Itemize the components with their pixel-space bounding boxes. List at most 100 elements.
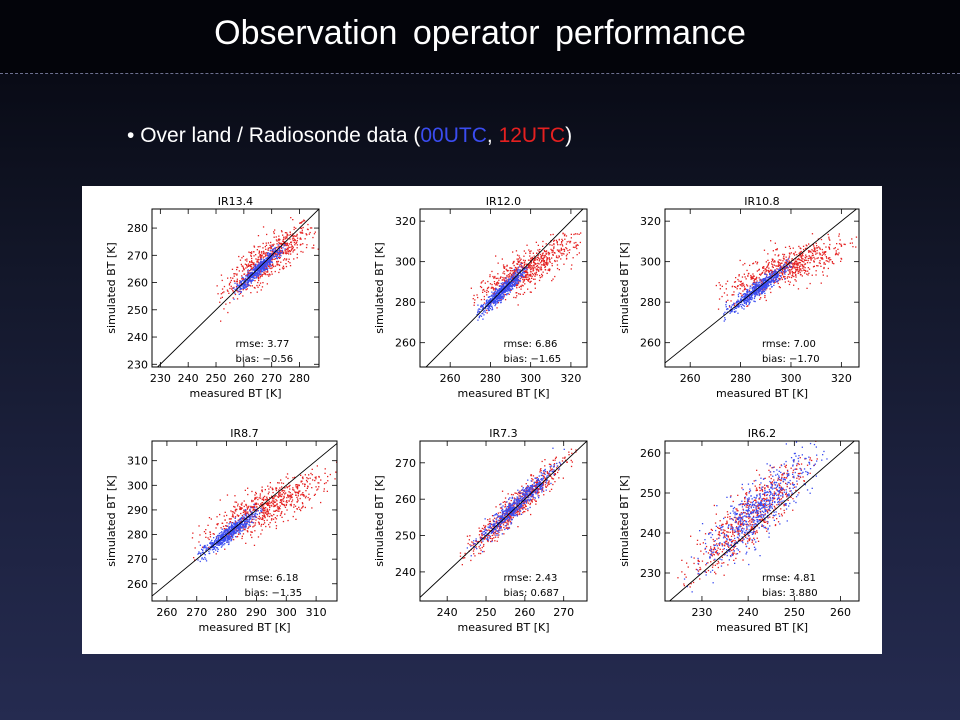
data-point-00utc	[770, 280, 773, 282]
data-point-00utc	[521, 274, 523, 276]
data-point-00utc	[516, 273, 518, 275]
data-point-00utc	[511, 285, 514, 287]
data-point-12utc	[254, 524, 256, 526]
data-point-00utc	[743, 300, 745, 302]
data-point-12utc	[292, 489, 294, 491]
data-point-12utc	[292, 246, 294, 248]
data-point-12utc	[502, 264, 505, 266]
data-point-12utc	[255, 519, 257, 521]
data-point-00utc	[766, 277, 768, 279]
data-point-12utc	[289, 238, 291, 240]
data-point-12utc	[205, 536, 207, 538]
data-point-12utc	[300, 494, 302, 496]
data-point-00utc	[243, 286, 245, 288]
data-point-00utc	[506, 287, 508, 289]
data-point-00utc	[482, 306, 485, 308]
data-point-12utc	[489, 275, 491, 278]
data-point-00utc	[218, 541, 220, 543]
data-point-12utc	[258, 522, 260, 524]
data-point-12utc	[502, 272, 504, 274]
data-point-00utc	[245, 524, 247, 526]
data-point-12utc	[269, 244, 271, 246]
data-point-12utc	[273, 232, 275, 235]
data-point-12utc	[286, 509, 288, 511]
data-point-12utc	[788, 255, 791, 257]
data-point-12utc	[301, 502, 304, 504]
data-point-12utc	[303, 495, 305, 497]
data-point-12utc	[288, 253, 290, 255]
data-point-00utc	[253, 267, 255, 269]
data-point-12utc	[731, 294, 733, 296]
data-point-00utc	[744, 294, 746, 296]
data-point-00utc	[775, 271, 777, 274]
data-point-00utc	[749, 287, 751, 289]
data-point-12utc	[539, 248, 541, 251]
data-point-12utc	[258, 523, 260, 525]
data-point-12utc	[781, 269, 784, 271]
data-point-12utc	[233, 280, 235, 282]
data-point-12utc	[228, 292, 230, 294]
data-point-12utc	[789, 266, 791, 268]
data-point-00utc	[510, 283, 512, 285]
data-point-12utc	[747, 305, 749, 307]
data-point-00utc	[745, 296, 747, 298]
data-point-00utc	[234, 531, 236, 533]
data-point-12utc	[300, 480, 302, 482]
data-point-12utc	[796, 263, 799, 265]
data-point-00utc	[504, 282, 507, 284]
data-point-12utc	[280, 261, 282, 263]
data-point-00utc	[234, 524, 237, 526]
data-point-00utc	[274, 249, 276, 252]
data-point-12utc	[551, 262, 553, 265]
data-point-12utc	[763, 266, 765, 268]
data-point-00utc	[762, 289, 764, 291]
data-point-00utc	[206, 547, 208, 549]
data-point-12utc	[293, 241, 295, 244]
data-point-12utc	[239, 290, 241, 292]
data-point-12utc	[273, 505, 275, 508]
data-point-00utc	[477, 309, 479, 311]
data-point-12utc	[313, 244, 315, 246]
data-point-12utc	[750, 278, 752, 280]
data-point-00utc	[494, 304, 496, 307]
data-point-12utc	[250, 252, 253, 254]
data-point-12utc	[263, 514, 265, 516]
data-point-12utc	[285, 244, 287, 247]
data-point-00utc	[243, 279, 245, 281]
data-point-12utc	[323, 482, 326, 485]
scatter-points	[191, 461, 337, 563]
data-point-00utc	[491, 305, 493, 307]
data-point-00utc	[248, 524, 250, 526]
data-point-00utc	[516, 282, 519, 284]
data-point-00utc	[490, 298, 492, 300]
data-point-12utc	[243, 511, 245, 513]
data-point-00utc	[517, 279, 519, 281]
y-tick-label: 300	[395, 256, 416, 269]
data-point-12utc	[515, 250, 518, 252]
data-point-12utc	[577, 244, 579, 246]
data-point-12utc	[802, 258, 804, 260]
data-point-00utc	[216, 547, 219, 549]
data-point-00utc	[501, 285, 503, 287]
data-point-12utc	[523, 270, 525, 272]
data-point-00utc	[242, 286, 245, 289]
data-point-12utc	[275, 253, 278, 255]
data-point-00utc	[258, 272, 260, 275]
data-point-12utc	[751, 284, 753, 286]
data-point-12utc	[272, 491, 274, 494]
data-point-00utc	[738, 292, 740, 294]
data-point-00utc	[220, 539, 223, 541]
data-point-12utc	[783, 268, 785, 270]
data-point-12utc	[254, 522, 257, 524]
data-point-12utc	[300, 227, 302, 229]
data-point-12utc	[220, 293, 222, 295]
data-point-12utc	[241, 537, 243, 540]
data-point-00utc	[251, 514, 253, 516]
data-point-00utc	[761, 292, 763, 295]
data-point-12utc	[326, 490, 328, 492]
data-point-00utc	[514, 279, 516, 282]
data-point-00utc	[495, 301, 497, 303]
data-point-00utc	[502, 293, 504, 296]
data-point-12utc	[764, 295, 766, 297]
data-point-00utc	[505, 280, 507, 283]
